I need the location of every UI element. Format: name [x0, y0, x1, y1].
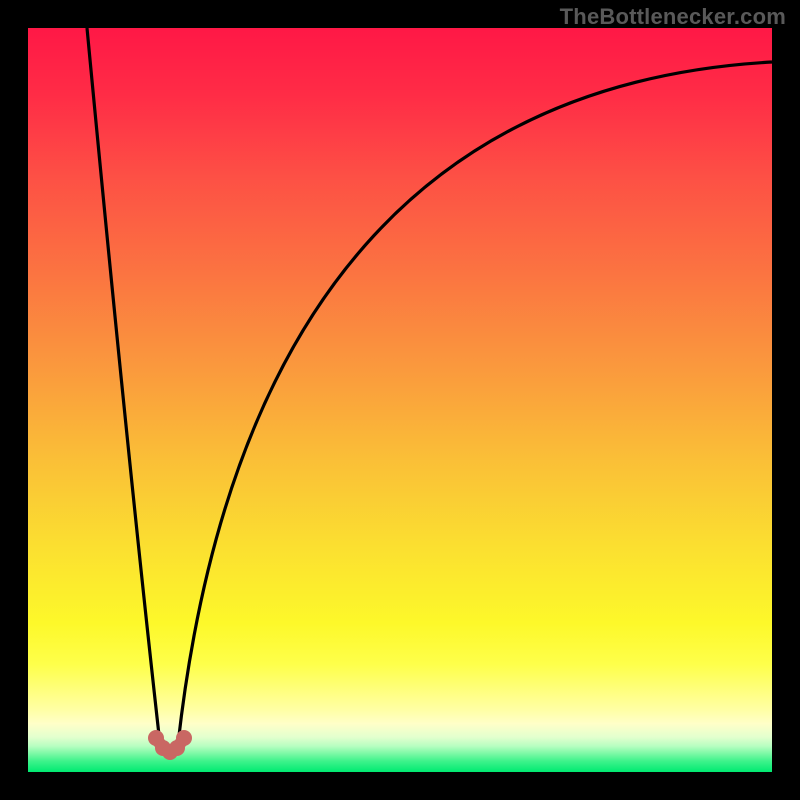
- marker-dot: [176, 730, 192, 746]
- bottleneck-curve-chart: [0, 0, 800, 800]
- gradient-background: [28, 28, 772, 772]
- watermark-text: TheBottlenecker.com: [560, 4, 786, 30]
